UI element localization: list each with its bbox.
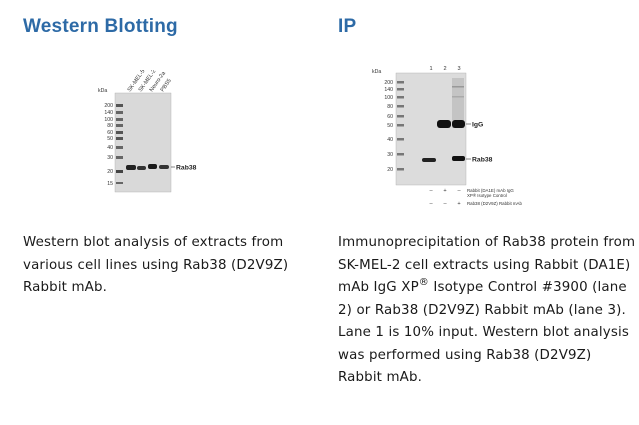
rab38-band-label: Rab38 xyxy=(176,165,197,172)
ip-rab38-bands xyxy=(422,156,465,162)
igg-band-label: IgG xyxy=(472,122,483,129)
ip-title: IP xyxy=(338,16,357,37)
svg-text:30: 30 xyxy=(107,155,113,161)
ip-lane-numbers: 1 2 3 xyxy=(429,66,460,72)
western-blot-caption: Western blot analysis of extracts from v… xyxy=(23,235,289,295)
svg-text:40: 40 xyxy=(387,137,393,143)
svg-text:140: 140 xyxy=(384,87,393,93)
svg-text:80: 80 xyxy=(387,104,393,110)
svg-text:100: 100 xyxy=(104,117,113,123)
ip-blot-figure: kDa 1 2 3 200 140 100 80 60 50 40 30 20 xyxy=(372,66,522,207)
ip-kda-label: kDa xyxy=(372,69,381,75)
svg-text:30: 30 xyxy=(387,152,393,158)
ip-mw-marker-labels: 200 140 100 80 60 50 40 30 20 xyxy=(384,80,393,173)
svg-text:20: 20 xyxy=(107,169,113,175)
registered-mark: ® xyxy=(418,277,429,288)
svg-text:80: 80 xyxy=(107,123,113,129)
svg-text:1: 1 xyxy=(429,66,432,72)
svg-text:40: 40 xyxy=(107,145,113,151)
lane-labels: SK-MEL-5 SK-MEL-2 Neuro-2a PBS5 xyxy=(127,70,173,93)
svg-text:60: 60 xyxy=(107,130,113,136)
svg-text:20: 20 xyxy=(387,167,393,173)
ip-condition-row-1: – + – Rabbit (DA1E) mAb IgG XP® Isotype … xyxy=(429,188,514,198)
ip-ladder-lane xyxy=(397,81,404,171)
svg-text:2: 2 xyxy=(443,66,446,72)
ip-rab38-band-label: Rab38 xyxy=(472,157,493,164)
svg-text:3: 3 xyxy=(457,66,460,72)
svg-text:+: + xyxy=(443,188,446,194)
rab38-bands xyxy=(126,164,169,170)
svg-text:Rabbit (DA1E) mAb IgG: Rabbit (DA1E) mAb IgG xyxy=(467,188,514,193)
svg-text:60: 60 xyxy=(387,114,393,120)
svg-text:Rab38 (D2V9Z) Rabbit mAb: Rab38 (D2V9Z) Rabbit mAb xyxy=(467,201,522,206)
svg-text:XP® Isotype Control: XP® Isotype Control xyxy=(467,193,507,198)
western-blot-figure: kDa 200 140 100 80 60 50 40 30 20 15 SK-… xyxy=(98,70,197,193)
svg-text:–: – xyxy=(429,201,433,207)
svg-text:+: + xyxy=(457,201,460,207)
ladder-lane xyxy=(116,104,123,184)
svg-text:15: 15 xyxy=(107,181,113,187)
svg-text:50: 50 xyxy=(107,136,113,142)
ip-condition-row-2: – – + Rab38 (D2V9Z) Rabbit mAb xyxy=(429,201,522,207)
igg-bands xyxy=(437,120,465,128)
western-blotting-title: Western Blotting xyxy=(23,16,178,37)
svg-text:100: 100 xyxy=(384,95,393,101)
blot-membrane xyxy=(114,92,172,193)
ip-caption: Immunoprecipitation of Rab38 protein fro… xyxy=(338,235,636,385)
kda-label: kDa xyxy=(98,88,107,94)
mw-marker-labels: 200 140 100 80 60 50 40 30 20 15 xyxy=(104,103,113,187)
svg-text:200: 200 xyxy=(384,80,393,86)
svg-text:–: – xyxy=(457,188,461,194)
svg-text:–: – xyxy=(443,201,447,207)
svg-text:50: 50 xyxy=(387,123,393,129)
svg-text:140: 140 xyxy=(104,110,113,116)
svg-text:–: – xyxy=(429,188,433,194)
svg-text:200: 200 xyxy=(104,103,113,109)
